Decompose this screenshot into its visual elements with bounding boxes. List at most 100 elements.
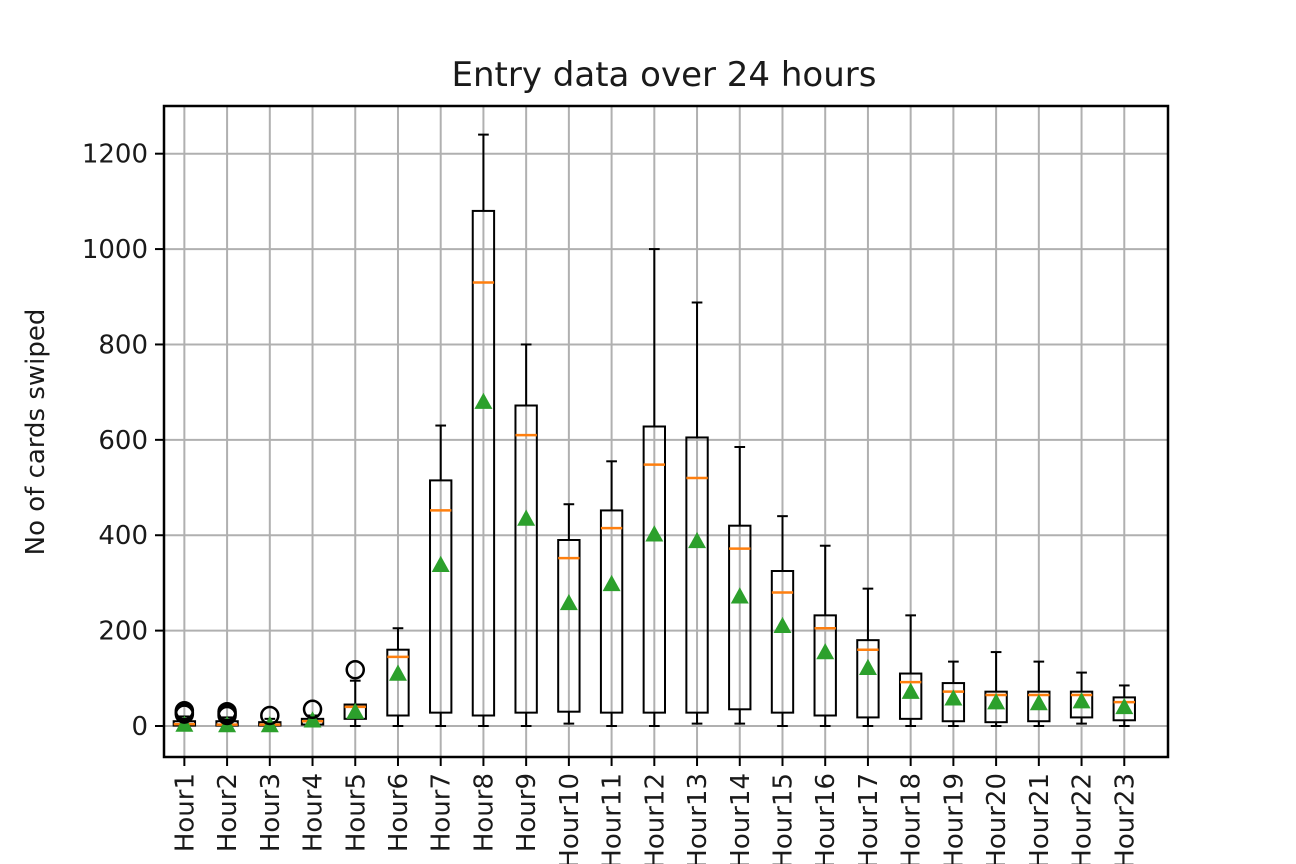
iqr-box xyxy=(386,648,410,717)
iqr-box xyxy=(1112,696,1136,722)
x-tick-label: Hour19 xyxy=(939,773,969,864)
x-tick-label: Hour10 xyxy=(555,773,585,864)
iqr-box xyxy=(898,672,923,720)
box-hour19 xyxy=(941,660,966,727)
box-hour4 xyxy=(300,699,325,728)
plot-frame xyxy=(162,104,1170,759)
mean-marker xyxy=(1115,697,1134,715)
x-tick-label: Hour11 xyxy=(598,773,628,864)
x-tick-label: Hour4 xyxy=(299,773,329,852)
box-hour14 xyxy=(728,446,752,725)
x-tick-label: Hour16 xyxy=(811,773,841,864)
chart-title: Entry data over 24 hours xyxy=(452,55,877,95)
x-tick-label: Hour5 xyxy=(341,773,371,852)
mean-marker xyxy=(901,682,920,699)
iqr-box xyxy=(770,570,795,714)
y-tick-label: 0 xyxy=(131,712,148,742)
box-hour13 xyxy=(685,301,709,725)
box-hour5 xyxy=(343,659,367,727)
box-hour21 xyxy=(1027,660,1051,727)
x-tick-label: Hour21 xyxy=(1025,773,1055,864)
x-tick-label: Hour23 xyxy=(1110,773,1140,864)
iqr-box xyxy=(514,404,538,714)
iqr-box xyxy=(856,639,880,719)
box-hour20 xyxy=(984,651,1008,727)
iqr-box xyxy=(941,682,966,723)
x-tick-label: Hour15 xyxy=(768,773,798,864)
x-tick-label: Hour1 xyxy=(170,773,200,852)
mean-marker xyxy=(645,525,664,542)
box-hour3 xyxy=(258,705,282,733)
box-hour23 xyxy=(1112,684,1136,727)
x-tick-label: Hour2 xyxy=(213,773,243,852)
y-tick-label: 200 xyxy=(98,617,148,647)
box-hour9 xyxy=(514,343,538,727)
iqr-box xyxy=(471,209,496,717)
x-axis-ticks: Hour1 Hour2 Hour3 Hour4 Hour5 Hour6 Hour7 Hour8… xyxy=(170,757,1140,864)
x-tick-label: Hour12 xyxy=(640,773,670,864)
y-axis-ticks: 0 200 400 600 800 1000 1200 xyxy=(82,140,164,742)
iqr-box xyxy=(813,614,837,717)
iqr-box xyxy=(685,436,709,714)
box-hour8 xyxy=(471,133,496,727)
box-hour22 xyxy=(1069,671,1094,725)
box-hour6 xyxy=(386,627,410,727)
mean-marker xyxy=(773,616,792,634)
x-tick-label: Hour20 xyxy=(982,773,1012,864)
y-tick-label: 1000 xyxy=(82,235,148,265)
mean-marker xyxy=(944,689,963,706)
box-hour12 xyxy=(642,248,667,727)
y-tick-label: 1200 xyxy=(82,140,148,170)
x-tick-label: Hour9 xyxy=(512,773,542,852)
plot-marks xyxy=(172,133,1136,733)
box-hour17 xyxy=(856,587,880,727)
mean-marker xyxy=(303,711,322,728)
mean-marker xyxy=(517,509,536,526)
box-hour18 xyxy=(898,614,923,727)
mean-marker xyxy=(816,643,835,660)
mean-marker xyxy=(602,574,621,592)
box-hour7 xyxy=(429,424,453,727)
x-tick-label: Hour18 xyxy=(897,773,927,864)
mean-marker xyxy=(474,392,493,409)
iqr-box xyxy=(1069,690,1094,719)
outlier-point xyxy=(260,705,280,726)
iqr-box xyxy=(984,690,1008,724)
box-hour11 xyxy=(599,460,624,727)
y-tick-label: 600 xyxy=(98,426,148,456)
iqr-box xyxy=(599,509,624,714)
x-tick-label: Hour17 xyxy=(854,773,884,864)
y-tick-label: 800 xyxy=(98,330,148,360)
box-hour2 xyxy=(215,701,239,733)
box-hour10 xyxy=(557,503,581,725)
mean-marker xyxy=(987,693,1006,710)
x-tick-label: Hour13 xyxy=(683,773,713,864)
outlier-point xyxy=(174,700,195,721)
mean-marker xyxy=(388,664,407,681)
mean-marker xyxy=(346,702,365,719)
outlier-point xyxy=(345,659,366,680)
box-hour16 xyxy=(813,544,837,727)
mean-marker xyxy=(559,593,578,611)
mean-marker xyxy=(1029,694,1048,711)
iqr-box xyxy=(1027,690,1051,723)
mean-marker xyxy=(730,587,749,604)
iqr-box xyxy=(429,479,453,714)
outlier-point xyxy=(217,701,237,722)
box-hour15 xyxy=(770,515,795,727)
x-tick-label: Hour14 xyxy=(726,773,756,864)
iqr-box xyxy=(642,425,667,714)
box-hour1 xyxy=(172,700,197,732)
mean-marker xyxy=(688,531,707,549)
x-tick-label: Hour22 xyxy=(1068,773,1098,864)
x-tick-label: Hour6 xyxy=(384,773,414,852)
x-tick-label: Hour7 xyxy=(427,773,457,852)
y-axis-label: No of cards swiped xyxy=(21,309,51,556)
y-tick-label: 400 xyxy=(98,521,148,551)
mean-marker xyxy=(431,555,450,572)
x-tick-label: Hour3 xyxy=(256,773,286,852)
mean-marker xyxy=(1072,692,1091,709)
outlier-point xyxy=(302,699,323,720)
iqr-box xyxy=(728,524,752,711)
